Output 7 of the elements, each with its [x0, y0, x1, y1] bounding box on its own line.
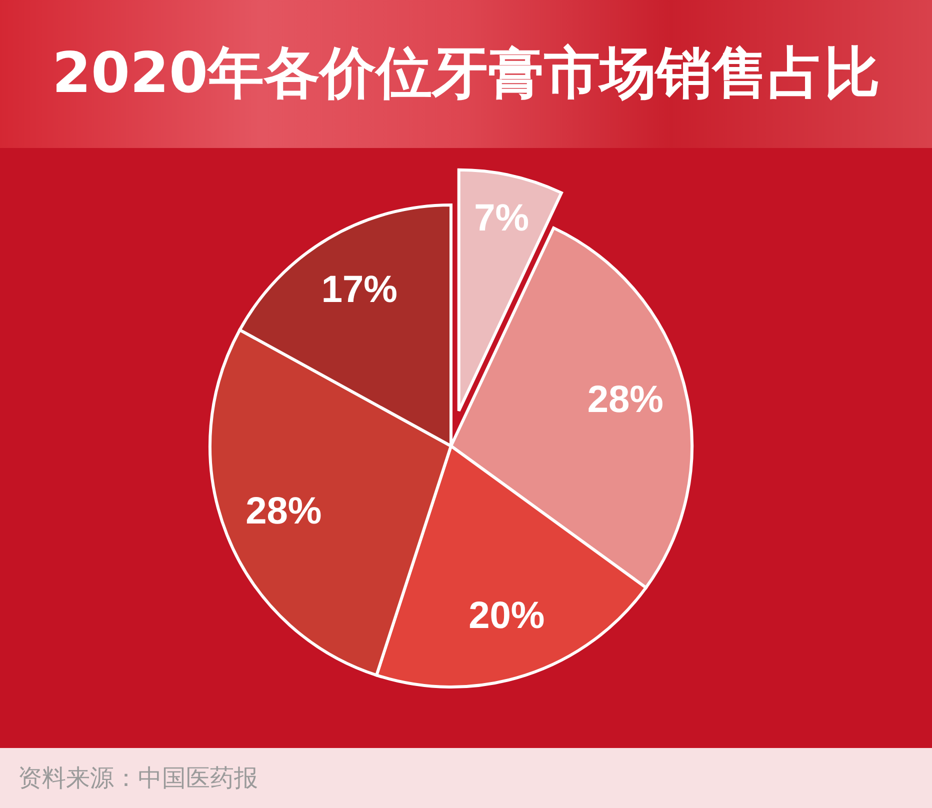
data-label: 20%	[468, 595, 545, 638]
data-label: 17%	[321, 269, 398, 312]
chart-title: 2020年各价位牙膏市场销售占比	[52, 40, 880, 108]
data-label: 28%	[587, 379, 664, 422]
data-label: 28%	[246, 490, 322, 532]
data-label: 7%	[474, 198, 530, 240]
text: 资料来源：中国医药报	[18, 763, 258, 794]
